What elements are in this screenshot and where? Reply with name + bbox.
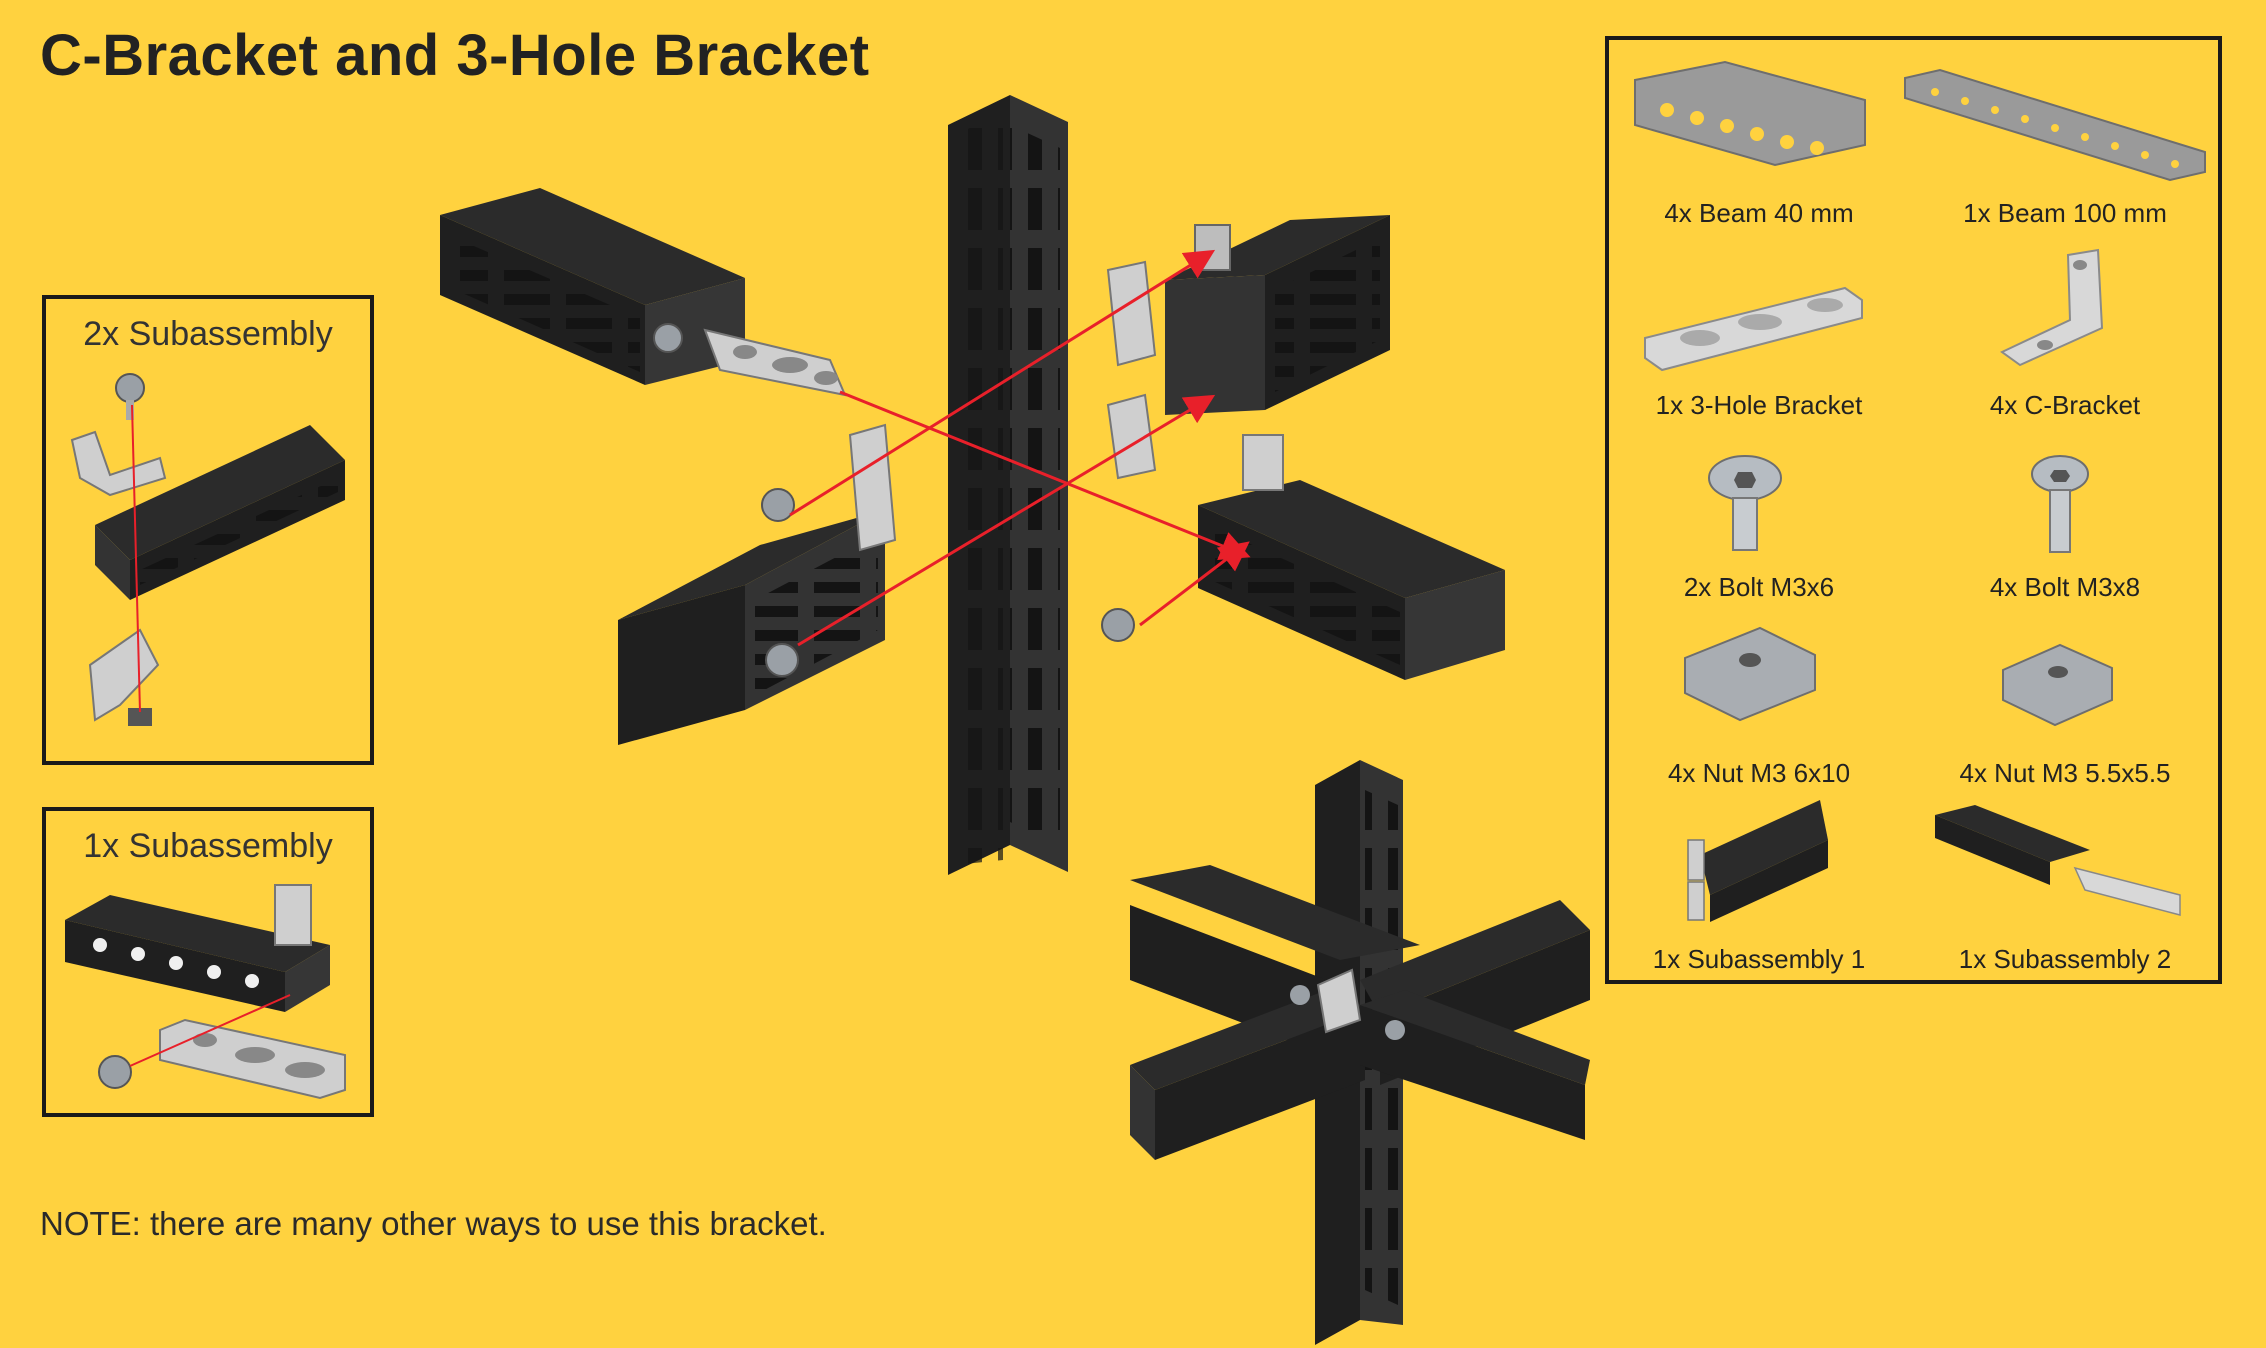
nut-icon — [1194, 224, 1231, 271]
bolt-icon — [653, 323, 683, 353]
part-label: 1x 3-Hole Bracket — [1655, 390, 1863, 420]
parts-icons — [1634, 60, 2206, 922]
bolt-m3x8-icon — [2031, 455, 2089, 553]
part-label: 2x Bolt M3x6 — [1683, 572, 1835, 602]
central-beam-100mm — [948, 95, 1068, 875]
subassembly-1-icon — [1687, 800, 1828, 922]
final-assembly — [1130, 760, 1590, 1345]
bolt-icon — [761, 488, 795, 522]
bolt-icon — [765, 643, 799, 677]
part-label: 4x C-Bracket — [1989, 390, 2141, 420]
lower-right-beam — [1101, 434, 1505, 680]
beam-100mm-icon — [1904, 68, 2206, 182]
c-bracket — [70, 430, 167, 497]
part-label: 1x Subassembly 1 — [1652, 944, 1866, 974]
part-label: 1x Beam 100 mm — [1963, 198, 2167, 228]
assembly-arrows — [789, 249, 1251, 647]
c-bracket-icon — [2000, 248, 2104, 367]
note-text: NOTE: there are many other ways to use t… — [40, 1205, 827, 1242]
page-title: C-Bracket and 3-Hole Bracket — [40, 23, 870, 88]
subassembly-1x-drawing — [65, 884, 346, 1100]
bolt-icon — [98, 1055, 132, 1089]
nut-6x10-icon — [1684, 626, 1816, 722]
part-label: 4x Beam 40 mm — [1664, 198, 1854, 228]
part-label: 4x Nut M3 6x10 — [1667, 758, 1851, 788]
lower-left-beam — [618, 423, 897, 745]
beam-40mm-icon — [1634, 60, 1866, 167]
c-bracket — [274, 884, 312, 946]
subassembly-2x-drawing — [70, 373, 345, 726]
upper-right-beam — [1106, 215, 1390, 480]
part-label: 1x Subassembly 2 — [1958, 944, 2172, 974]
c-bracket — [1106, 260, 1157, 367]
nut-5-5-icon — [2002, 643, 2113, 727]
part-label: 4x Bolt M3x8 — [1989, 572, 2141, 602]
bolt-m3x6-icon — [1708, 455, 1782, 551]
c-bracket — [1242, 434, 1284, 491]
subassembly-2-icon — [1935, 805, 2181, 916]
subassembly-1x-box: 1x Subassembly — [42, 807, 374, 1117]
nut-icon — [128, 708, 152, 726]
three-hole-bracket-icon — [1644, 286, 1863, 372]
subassembly-2x-label: 2x Subassembly — [83, 315, 333, 353]
parts-list-box: 4x Beam 40 mm 1x Beam 100 mm 1x 3-Hole B… — [1605, 36, 2222, 984]
subassembly-2x-box: 2x Subassembly — [42, 295, 374, 765]
bolt-icon — [1101, 608, 1135, 642]
subassembly-1x-label: 1x Subassembly — [83, 827, 333, 865]
upper-left-beam — [440, 188, 847, 397]
part-label: 4x Nut M3 5.5x5.5 — [1959, 758, 2171, 788]
